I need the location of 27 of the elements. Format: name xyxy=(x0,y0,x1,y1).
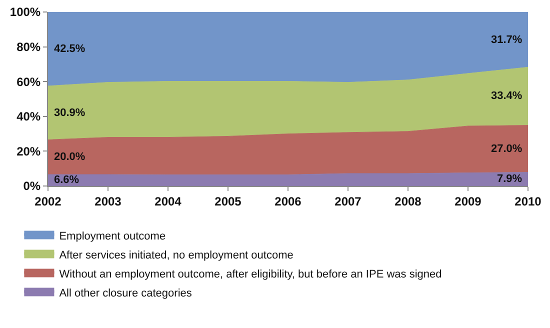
y-tick-label: 80% xyxy=(16,40,41,54)
x-tick-label: 2010 xyxy=(514,194,542,208)
y-tick-label: 40% xyxy=(16,110,41,124)
data-label: 33.4% xyxy=(491,90,522,102)
data-label: 42.5% xyxy=(54,43,86,55)
y-tick-label: 20% xyxy=(16,144,41,158)
x-tick-label: 2008 xyxy=(394,194,422,208)
x-tick-label: 2007 xyxy=(334,194,362,208)
y-tick-label: 0% xyxy=(23,179,41,194)
data-label: 6.6% xyxy=(54,174,80,186)
data-label: 30.9% xyxy=(54,107,86,119)
legend-label: After services initiated, no employment outcome xyxy=(59,250,294,262)
x-tick-label: 2003 xyxy=(94,194,122,208)
data-label: 27.0% xyxy=(491,143,522,155)
x-tick-label: 2002 xyxy=(34,194,62,208)
data-label: 20.0% xyxy=(54,151,86,163)
legend-label: Employment outcome xyxy=(59,230,166,243)
x-tick-label: 2005 xyxy=(214,194,242,208)
x-tick-label: 2009 xyxy=(454,194,482,208)
x-tick-label: 2006 xyxy=(274,194,302,208)
y-tick-label: 60% xyxy=(16,74,41,89)
data-label: 31.7% xyxy=(491,34,522,46)
legend-label: Without an employment outcome, after eligibility, but before an IPE was signed xyxy=(59,268,442,281)
data-label: 7.9% xyxy=(497,173,522,185)
legend-label: All other closure categories xyxy=(59,288,192,300)
x-tick-label: 2004 xyxy=(154,194,182,208)
y-tick-label: 100% xyxy=(10,5,41,20)
